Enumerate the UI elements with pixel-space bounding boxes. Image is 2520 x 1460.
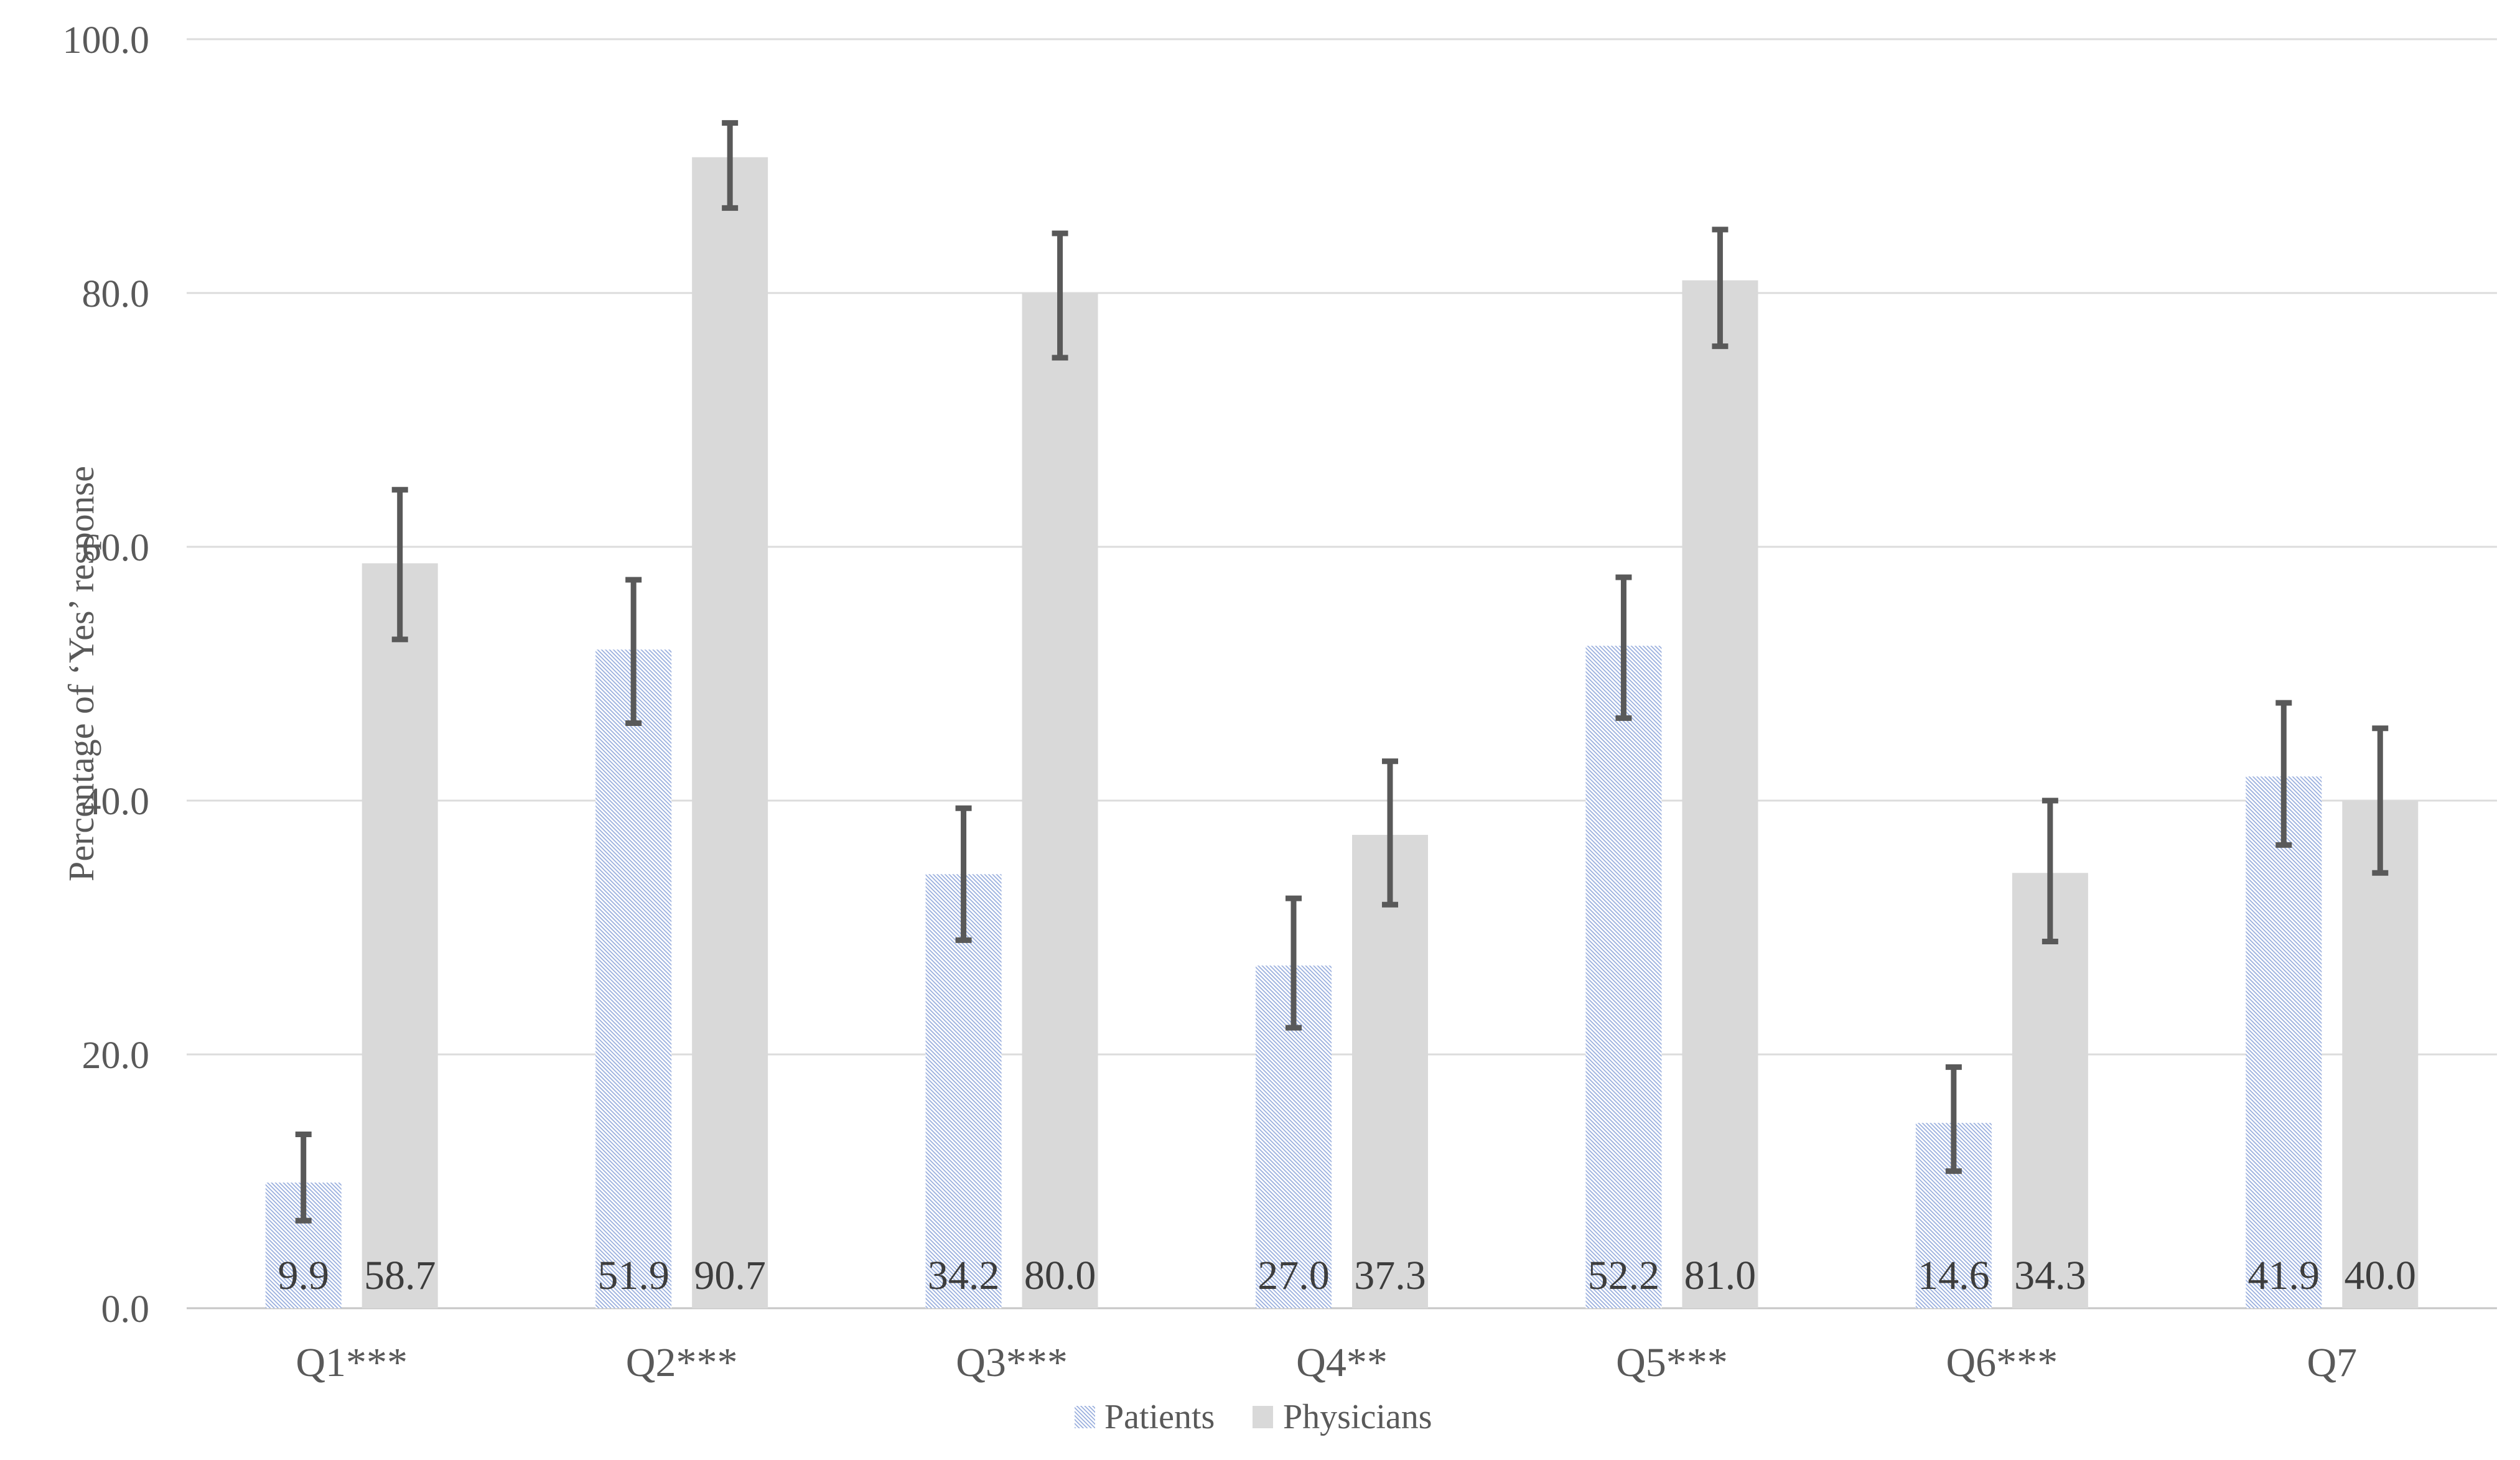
category-label-Q2: Q2*** xyxy=(626,1340,738,1385)
data-label-physicians-Q4: 37.3 xyxy=(1354,1253,1426,1298)
data-label-patients-Q7: 41.9 xyxy=(2248,1253,2320,1298)
data-label-patients-Q6: 14.6 xyxy=(1918,1253,1990,1298)
data-label-patients-Q2: 51.9 xyxy=(597,1253,670,1298)
y-tick-label-100: 100.0 xyxy=(63,19,150,62)
y-tick-label-80: 80.0 xyxy=(82,273,150,315)
data-label-physicians-Q1: 58.7 xyxy=(364,1253,436,1298)
data-label-physicians-Q3: 80.0 xyxy=(1024,1253,1096,1298)
bar-physicians-Q3 xyxy=(1022,293,1098,1308)
data-label-patients-Q5: 52.2 xyxy=(1588,1253,1660,1298)
category-label-Q6: Q6*** xyxy=(1946,1340,2058,1385)
y-tick-label-40: 40.0 xyxy=(82,781,150,823)
bar-physicians-Q1 xyxy=(362,563,438,1308)
category-label-Q1: Q1*** xyxy=(296,1340,408,1385)
bars-group xyxy=(265,157,2419,1309)
data-label-physicians-Q7: 40.0 xyxy=(2345,1253,2417,1298)
category-label-Q3: Q3*** xyxy=(956,1340,1068,1385)
y-tick-label-60: 60.0 xyxy=(82,527,150,569)
data-label-physicians-Q6: 34.3 xyxy=(2014,1253,2086,1298)
error-bars-group xyxy=(295,120,2389,1224)
bar-physicians-Q5 xyxy=(1682,280,1758,1309)
data-label-physicians-Q5: 81.0 xyxy=(1684,1253,1757,1298)
bar-patients-Q2 xyxy=(595,649,672,1308)
bar-physicians-Q4 xyxy=(1352,835,1428,1308)
legend-swatch-patients xyxy=(1075,1406,1095,1428)
bar-physicians-Q2 xyxy=(692,157,768,1309)
bar-patients-Q3 xyxy=(925,874,1002,1308)
bar-patients-Q5 xyxy=(1585,646,1662,1308)
data-label-patients-Q3: 34.2 xyxy=(928,1253,1000,1298)
category-label-Q4: Q4** xyxy=(1296,1340,1388,1385)
gridlines-group xyxy=(187,38,2497,1309)
y-tick-label-0: 0.0 xyxy=(101,1288,150,1331)
data-label-patients-Q4: 27.0 xyxy=(1258,1253,1330,1298)
legend-label-patients: Patients xyxy=(1104,1398,1215,1436)
y-tick-label-20: 20.0 xyxy=(82,1035,150,1077)
y-tick-labels-group: 0.0 20.0 40.0 60.0 80.0 100.0 xyxy=(63,19,150,1331)
data-label-physicians-Q2: 90.7 xyxy=(694,1253,766,1298)
category-label-Q7: Q7 xyxy=(2307,1340,2357,1385)
category-labels-group: Q1*** Q2*** Q3*** Q4** Q5*** Q6*** Q7 xyxy=(296,1340,2357,1385)
data-labels-group: 9.9 51.9 34.2 27.0 52.2 14.6 41.9 58.7 90.7 80.0 3… xyxy=(278,1253,2416,1298)
data-label-patients-Q1: 9.9 xyxy=(278,1253,329,1298)
legend-swatch-physicians xyxy=(1253,1406,1273,1428)
legend: Patients Physicians xyxy=(1075,1398,1432,1436)
y-axis-title: Percentage of ‘Yes’ response xyxy=(61,466,101,881)
legend-label-physicians: Physicians xyxy=(1283,1398,1432,1436)
bar-physicians-Q6 xyxy=(2012,873,2088,1308)
bar-patients-Q7 xyxy=(2246,776,2322,1308)
bar-physicians-Q7 xyxy=(2342,801,2419,1308)
category-label-Q5: Q5*** xyxy=(1616,1340,1728,1385)
